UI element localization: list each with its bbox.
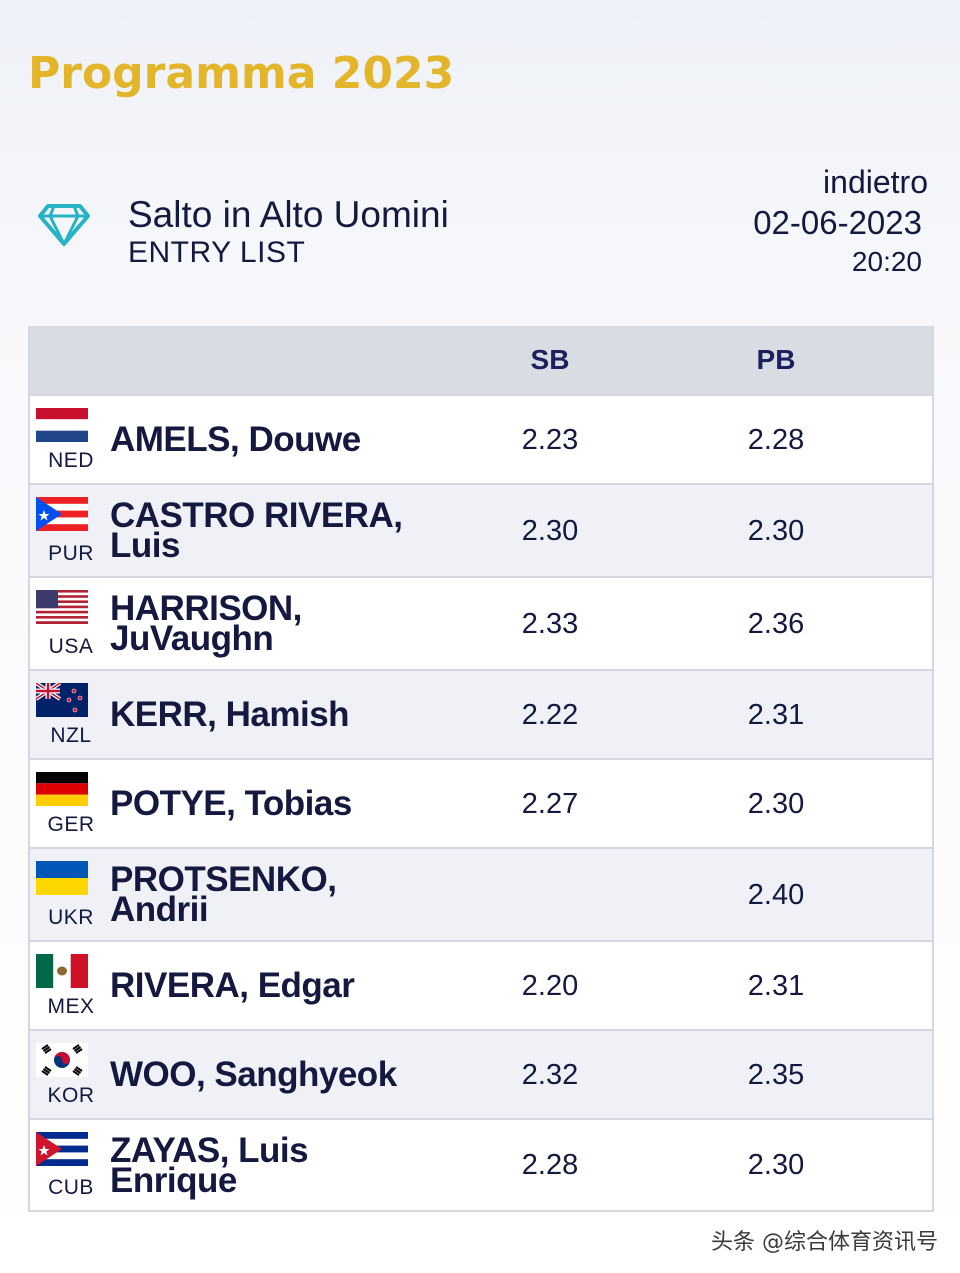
athlete-name[interactable]: RIVERA, Edgar xyxy=(110,965,470,1005)
nation-code: GER xyxy=(47,813,95,836)
season-best: 2.28 xyxy=(521,1149,579,1181)
event-date: 02-06-2023 xyxy=(753,204,922,241)
season-best: 2.20 xyxy=(521,969,579,1002)
nation-code: CUB xyxy=(48,1176,94,1199)
table-row[interactable]: CUB ZAYAS, Luis Enrique 2.28 2.30 xyxy=(30,1118,932,1210)
table-row[interactable]: NZL KERR, Hamish 2.22 2.31 xyxy=(30,669,932,758)
athlete-name-line1: ZAYAS, Luis xyxy=(110,1131,309,1170)
athlete-name-line2: Enrique xyxy=(110,1161,237,1200)
flag-pur-icon xyxy=(36,497,88,531)
nation-code: NZL xyxy=(50,724,92,747)
page-title: Programma 2023 xyxy=(28,48,455,99)
season-best: 2.33 xyxy=(521,607,579,640)
athlete-name-line1: CASTRO RIVERA, xyxy=(110,496,403,535)
table-row[interactable]: PUR CASTRO RIVERA, Luis 2.30 2.30 xyxy=(30,483,932,576)
column-header-sb: SB xyxy=(530,344,570,375)
personal-best: 2.31 xyxy=(747,698,805,731)
athlete-name-line1: KERR, Hamish xyxy=(110,694,350,734)
personal-best: 2.28 xyxy=(747,423,805,456)
personal-best: 2.36 xyxy=(747,607,805,640)
nation-code: KOR xyxy=(47,1084,95,1107)
table-row[interactable]: UKR PROTSENKO, Andrii 2.40 xyxy=(30,847,932,940)
nation-code: USA xyxy=(48,635,94,658)
flag-cub-icon xyxy=(36,1132,88,1166)
athlete-name-line1: AMELS, Douwe xyxy=(110,419,361,459)
back-link[interactable]: indietro xyxy=(823,164,928,200)
season-best: 2.32 xyxy=(521,1058,579,1091)
athlete-name[interactable]: POTYE, Tobias xyxy=(110,783,470,823)
athlete-name-line1: PROTSENKO, xyxy=(110,860,337,899)
nation-code: PUR xyxy=(48,542,94,565)
column-header-pb: PB xyxy=(756,344,796,375)
flag-kor-icon xyxy=(36,1043,88,1077)
entry-list-table: SB PB NED AMELS, Douwe 2.23 2.28 PUR CASTRO R… xyxy=(28,326,934,1212)
nation-code: MEX xyxy=(47,995,95,1018)
athlete-name[interactable]: AMELS, Douwe xyxy=(110,419,470,459)
athlete-name-line1: WOO, Sanghyeok xyxy=(110,1054,397,1094)
athlete-name[interactable]: ZAYAS, Luis Enrique xyxy=(110,1131,470,1200)
nation-code: NED xyxy=(48,449,94,472)
flag-mex-icon xyxy=(36,954,88,988)
flag-ukr-icon xyxy=(36,861,88,895)
season-best: 2.30 xyxy=(521,514,579,547)
watermark: 头条 @综合体育资讯号 xyxy=(711,1230,938,1255)
season-best: 2.27 xyxy=(521,787,579,820)
flag-ger-icon xyxy=(36,772,88,806)
athlete-name-line1: POTYE, Tobias xyxy=(110,783,352,823)
table-row[interactable]: KOR WOO, Sanghyeok 2.32 2.35 xyxy=(30,1029,932,1118)
table-row[interactable]: NED AMELS, Douwe 2.23 2.28 xyxy=(30,394,932,483)
event-subtitle: ENTRY LIST xyxy=(128,236,306,269)
nation-code: UKR xyxy=(48,906,94,929)
personal-best: 2.30 xyxy=(747,1149,805,1181)
athlete-name-line2: Andrii xyxy=(110,890,209,929)
athlete-name[interactable]: CASTRO RIVERA, Luis xyxy=(110,496,470,565)
flag-ned-icon xyxy=(36,408,88,442)
table-header: SB PB xyxy=(30,326,932,394)
season-best: 2.23 xyxy=(521,423,579,456)
season-best: 2.22 xyxy=(521,698,579,731)
athlete-name-line2: JuVaughn xyxy=(110,619,274,658)
personal-best: 2.40 xyxy=(747,878,805,911)
personal-best: 2.30 xyxy=(747,787,805,820)
athlete-name-line1: RIVERA, Edgar xyxy=(110,965,355,1005)
table-row[interactable]: USA HARRISON, JuVaughn 2.33 2.36 xyxy=(30,576,932,669)
athlete-name-line1: HARRISON, xyxy=(110,589,302,628)
athlete-name[interactable]: PROTSENKO, Andrii xyxy=(110,860,470,929)
athlete-name[interactable]: KERR, Hamish xyxy=(110,694,470,734)
event-name: Salto in Alto Uomini xyxy=(128,194,449,235)
flag-usa-icon xyxy=(36,590,88,624)
athlete-name[interactable]: WOO, Sanghyeok xyxy=(110,1054,470,1094)
athlete-name[interactable]: HARRISON, JuVaughn xyxy=(110,589,470,658)
athlete-name-line2: Luis xyxy=(110,526,180,565)
event-time: 20:20 xyxy=(851,246,922,277)
personal-best: 2.35 xyxy=(747,1058,805,1091)
flag-nzl-icon xyxy=(36,683,88,717)
table-row[interactable]: GER POTYE, Tobias 2.27 2.30 xyxy=(30,758,932,847)
personal-best: 2.31 xyxy=(747,969,805,1002)
personal-best: 2.30 xyxy=(747,514,805,547)
diamond-icon xyxy=(38,204,90,246)
table-row[interactable]: MEX RIVERA, Edgar 2.20 2.31 xyxy=(30,940,932,1029)
